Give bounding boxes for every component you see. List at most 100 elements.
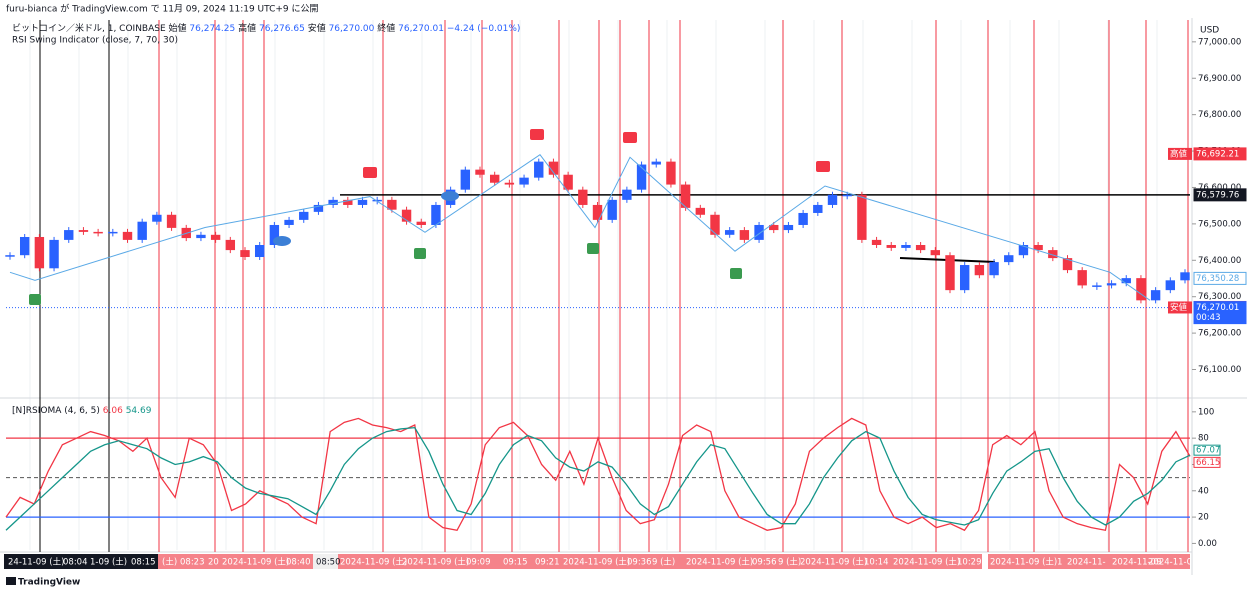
candle: [196, 234, 206, 239]
candle: [49, 239, 59, 269]
candle: [34, 236, 45, 269]
x-tick-label: 10:14: [864, 558, 889, 568]
x-tick-label: 24-11-09 (土): [8, 557, 64, 568]
candle: [901, 245, 911, 248]
candle: [739, 230, 750, 240]
candle: [754, 224, 764, 240]
candle: [1165, 280, 1176, 291]
osc-badge-label: 67.07: [1196, 446, 1220, 456]
time-axis-dark: [4, 554, 158, 569]
candle: [989, 262, 999, 276]
candle: [798, 212, 808, 225]
candle: [578, 189, 588, 205]
candle: [1018, 245, 1029, 256]
osc-badge: [1193, 456, 1221, 468]
candle: [1048, 250, 1058, 259]
candle: [1136, 278, 1146, 301]
candle: [166, 214, 177, 228]
candle: [827, 194, 838, 205]
candle: [431, 204, 441, 225]
x-tick-label: (土): [162, 557, 177, 568]
x-tick-label: 2024-11-09 (土): [402, 557, 469, 568]
candle: [240, 250, 250, 258]
candle: [534, 161, 544, 178]
price-badge-sub: 00:43: [1196, 313, 1221, 323]
candle: [930, 250, 941, 256]
osc-legend-item: [N]RSIOMA (4, 6, 5): [12, 406, 100, 416]
y-tick-label: 76,100.00: [1198, 365, 1241, 375]
footer-logo: TradingView: [18, 578, 80, 588]
candle: [636, 164, 647, 190]
candle: [563, 174, 573, 190]
osc-legend-item: 6.06: [103, 406, 123, 416]
candle: [783, 224, 794, 231]
legend-item: 76,274.25: [189, 24, 235, 34]
candle: [122, 231, 133, 240]
osc-y-tick-label: 20: [1198, 513, 1209, 523]
candle: [269, 224, 280, 245]
osc-line: [5, 417, 1191, 532]
osc-y-tick-label: 40: [1198, 486, 1209, 496]
price-badge-prefix-bg: [1168, 301, 1192, 314]
time-axis-plain: [982, 554, 988, 569]
candle: [416, 221, 426, 225]
x-tick-label: 2024-11-09 (土): [340, 557, 407, 568]
candle: [519, 177, 529, 185]
x-tick-label: 08:23: [180, 558, 205, 568]
x-tick-label: 2024-11-09 (土): [990, 557, 1057, 568]
candle: [1062, 258, 1073, 271]
x-tick-label: 09:21: [535, 558, 560, 568]
candle: [401, 209, 412, 222]
y-tick-label: 77,000.00: [1198, 37, 1241, 47]
x-tick-label: 08:40: [286, 558, 311, 568]
osc-y-tick-label: 0.00: [1198, 539, 1217, 549]
price-badge-label: 76,579.76: [1196, 190, 1239, 200]
candle: [357, 199, 368, 205]
candle: [284, 219, 294, 225]
osc-y-tick-label: 80: [1198, 434, 1209, 444]
candle: [1004, 255, 1014, 263]
publish-header: furu-bianca が TradingView.com で 11月 09, …: [6, 3, 319, 15]
y-tick-label: 76,300.00: [1198, 292, 1241, 302]
candle: [857, 194, 867, 240]
y-tick-label: 76,500.00: [1198, 219, 1241, 229]
candle: [5, 255, 15, 257]
candle: [622, 189, 632, 200]
x-tick-label: 9 (土): [778, 557, 801, 568]
candle: [93, 231, 103, 234]
candle: [959, 265, 970, 291]
x-tick-label: 20: [208, 558, 219, 568]
legend-item: 始値: [169, 22, 187, 34]
osc-y-tick-label: 100: [1198, 407, 1214, 417]
sell-flag: [363, 167, 377, 178]
candle: [504, 182, 515, 185]
y-tick-label: 76,900.00: [1198, 74, 1241, 84]
price-badge: [1193, 301, 1247, 325]
candle: [769, 224, 779, 231]
price-badge-prefix-bg: [1168, 147, 1192, 160]
x-tick-label: 2024-11-09 (土): [686, 557, 753, 568]
candle: [372, 199, 382, 202]
candle: [666, 161, 676, 185]
legend-item: 高値: [238, 22, 256, 34]
candle: [254, 245, 265, 258]
swing-line: [9, 154, 1151, 301]
buy-flag: [414, 248, 426, 259]
candle: [313, 204, 324, 212]
sell-flag: [623, 132, 637, 143]
candle: [695, 207, 706, 215]
osc-line: [5, 426, 1191, 531]
x-tick-label: 09:36: [627, 558, 652, 568]
candle: [945, 255, 955, 291]
candle: [1180, 272, 1190, 281]
price-badge: [1193, 271, 1247, 285]
y-tick-label: 76,400.00: [1198, 256, 1241, 266]
osc-badge-label: 66.15: [1196, 458, 1220, 468]
candle: [1106, 283, 1117, 286]
x-tick-label: 1: [1057, 558, 1062, 568]
legend-item: 終値: [377, 22, 395, 34]
currency: USD: [1200, 26, 1219, 36]
candle: [915, 245, 926, 251]
candle: [651, 161, 661, 165]
